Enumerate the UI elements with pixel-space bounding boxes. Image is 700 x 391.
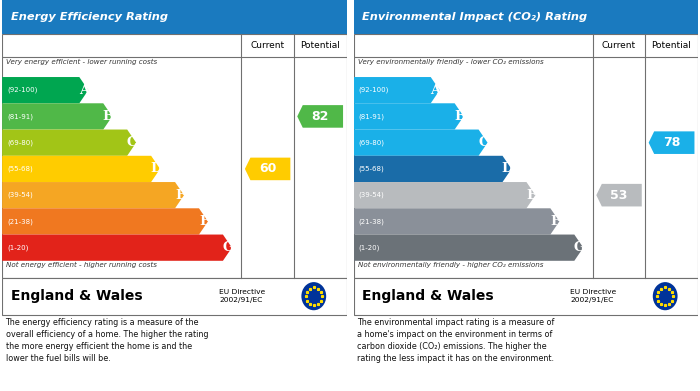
Text: (1-20): (1-20) bbox=[7, 244, 28, 251]
Text: (1-20): (1-20) bbox=[358, 244, 379, 251]
Polygon shape bbox=[2, 208, 208, 235]
Polygon shape bbox=[2, 129, 136, 156]
Text: D: D bbox=[502, 162, 513, 176]
Text: Potential: Potential bbox=[300, 41, 340, 50]
Polygon shape bbox=[354, 156, 512, 182]
Text: F: F bbox=[199, 215, 209, 228]
Text: Environmental Impact (CO₂) Rating: Environmental Impact (CO₂) Rating bbox=[362, 12, 587, 22]
Polygon shape bbox=[649, 131, 694, 154]
Polygon shape bbox=[2, 77, 88, 103]
Text: 78: 78 bbox=[663, 136, 680, 149]
Bar bbox=[2, 278, 346, 315]
Text: E: E bbox=[526, 189, 536, 202]
Text: (21-38): (21-38) bbox=[358, 218, 384, 225]
Circle shape bbox=[302, 282, 326, 310]
Polygon shape bbox=[2, 156, 160, 182]
Text: (39-54): (39-54) bbox=[358, 192, 384, 198]
Text: 82: 82 bbox=[312, 110, 329, 123]
Text: A: A bbox=[79, 84, 90, 97]
Polygon shape bbox=[354, 77, 440, 103]
Text: 53: 53 bbox=[610, 189, 628, 202]
Text: (81-91): (81-91) bbox=[358, 113, 384, 120]
Text: Not environmentally friendly - higher CO₂ emissions: Not environmentally friendly - higher CO… bbox=[358, 262, 543, 269]
Text: EU Directive
2002/91/EC: EU Directive 2002/91/EC bbox=[570, 289, 617, 303]
Text: F: F bbox=[551, 215, 560, 228]
Text: G: G bbox=[573, 241, 585, 254]
Polygon shape bbox=[354, 129, 487, 156]
Text: Potential: Potential bbox=[652, 41, 692, 50]
Text: (55-68): (55-68) bbox=[7, 166, 33, 172]
Text: (55-68): (55-68) bbox=[358, 166, 384, 172]
Text: (21-38): (21-38) bbox=[7, 218, 33, 225]
Polygon shape bbox=[2, 235, 232, 261]
Bar bbox=[354, 0, 698, 34]
Polygon shape bbox=[354, 182, 536, 208]
Text: (81-91): (81-91) bbox=[7, 113, 33, 120]
Bar bbox=[2, 34, 346, 278]
Polygon shape bbox=[2, 182, 184, 208]
Text: (92-100): (92-100) bbox=[358, 87, 389, 93]
Text: A: A bbox=[430, 84, 441, 97]
Text: England & Wales: England & Wales bbox=[10, 289, 142, 303]
Text: G: G bbox=[222, 241, 234, 254]
Text: (69-80): (69-80) bbox=[358, 140, 384, 146]
Text: B: B bbox=[454, 110, 466, 123]
Polygon shape bbox=[596, 184, 642, 206]
Polygon shape bbox=[245, 158, 290, 180]
Bar bbox=[354, 278, 698, 315]
Text: EU Directive
2002/91/EC: EU Directive 2002/91/EC bbox=[219, 289, 265, 303]
Text: D: D bbox=[150, 162, 162, 176]
Polygon shape bbox=[354, 208, 559, 235]
Text: B: B bbox=[103, 110, 114, 123]
Text: Not energy efficient - higher running costs: Not energy efficient - higher running co… bbox=[6, 262, 158, 269]
Text: Very energy efficient - lower running costs: Very energy efficient - lower running co… bbox=[6, 59, 158, 65]
Polygon shape bbox=[354, 235, 583, 261]
Bar bbox=[354, 34, 698, 278]
Polygon shape bbox=[2, 103, 112, 129]
Text: C: C bbox=[478, 136, 489, 149]
Text: (92-100): (92-100) bbox=[7, 87, 37, 93]
Text: (39-54): (39-54) bbox=[7, 192, 33, 198]
Text: (69-80): (69-80) bbox=[7, 140, 33, 146]
Text: Energy Efficiency Rating: Energy Efficiency Rating bbox=[10, 12, 168, 22]
Text: Current: Current bbox=[602, 41, 636, 50]
Circle shape bbox=[653, 282, 678, 310]
Polygon shape bbox=[354, 103, 463, 129]
Bar bbox=[2, 0, 346, 34]
Text: E: E bbox=[175, 189, 185, 202]
Polygon shape bbox=[298, 105, 343, 128]
Text: 60: 60 bbox=[259, 162, 276, 176]
Text: Very environmentally friendly - lower CO₂ emissions: Very environmentally friendly - lower CO… bbox=[358, 59, 543, 65]
Text: The environmental impact rating is a measure of
a home's impact on the environme: The environmental impact rating is a mea… bbox=[357, 318, 554, 363]
Text: The energy efficiency rating is a measure of the
overall efficiency of a home. T: The energy efficiency rating is a measur… bbox=[6, 318, 208, 363]
Text: C: C bbox=[127, 136, 137, 149]
Text: England & Wales: England & Wales bbox=[362, 289, 494, 303]
Text: Current: Current bbox=[251, 41, 285, 50]
